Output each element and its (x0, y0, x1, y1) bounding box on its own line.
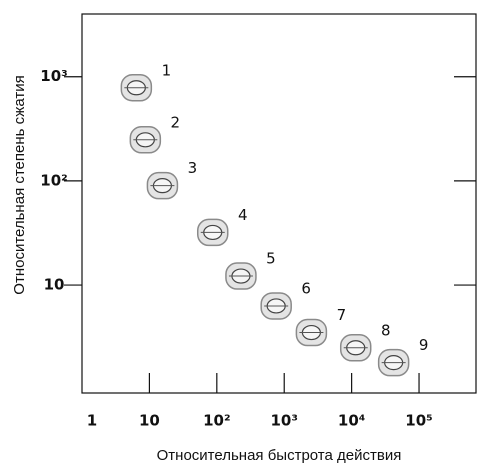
point-label: 2 (171, 113, 181, 131)
device-icon (130, 127, 160, 153)
device-icon (121, 75, 151, 101)
device-icon (261, 293, 291, 319)
x-tick-label: 10 (139, 412, 160, 430)
device-icon (296, 320, 326, 346)
x-tick-label: 10⁴ (338, 412, 365, 430)
point-label: 9 (419, 336, 429, 354)
x-tick-label: 10² (203, 412, 230, 430)
point-label: 1 (162, 61, 172, 79)
point-label: 7 (337, 306, 347, 324)
device-icon (198, 219, 228, 245)
point-label: 5 (266, 250, 276, 268)
chart: Относительная быстрота действия Относите… (0, 0, 479, 468)
y-tick-label: 10³ (40, 67, 67, 85)
x-tick-label: 10⁵ (405, 412, 432, 430)
x-axis-title: Относительная быстрота действия (157, 447, 402, 464)
point-label: 8 (381, 321, 391, 339)
y-tick-label: 10² (40, 171, 67, 189)
point-label: 6 (301, 279, 311, 297)
plot-frame (82, 14, 476, 393)
y-axis-title: Относительная степень сжатия (11, 75, 28, 294)
device-icon (226, 263, 256, 289)
point-label: 3 (188, 159, 198, 177)
point-label: 4 (238, 206, 248, 224)
x-tick-label: 10³ (270, 412, 297, 430)
y-tick-label: 10 (44, 276, 65, 294)
x-tick-label: 1 (87, 412, 97, 430)
device-icon (147, 173, 177, 199)
device-icon (341, 335, 371, 361)
device-icon (379, 350, 409, 376)
